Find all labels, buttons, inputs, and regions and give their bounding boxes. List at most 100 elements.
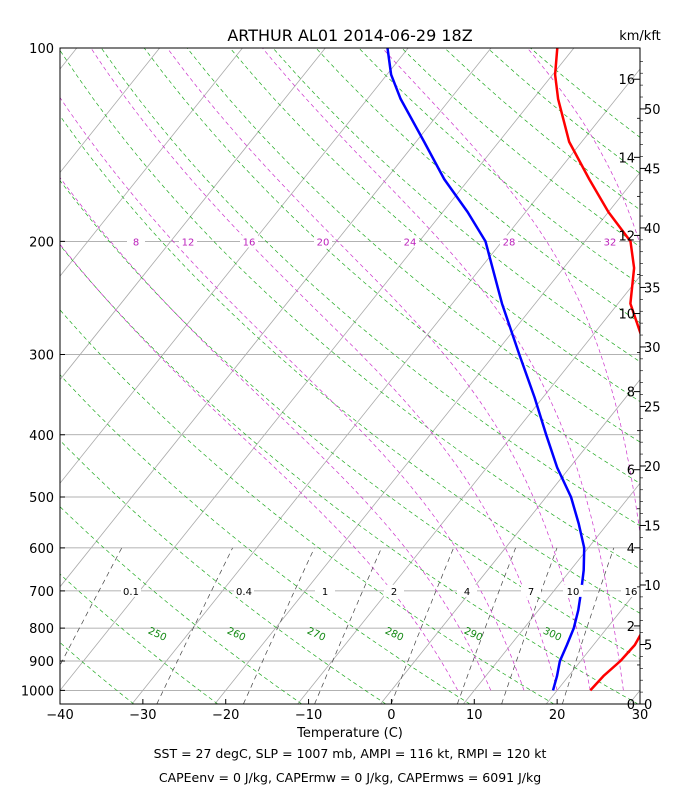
km-tick-label: 4 (627, 542, 635, 557)
pressure-tick-label: 900 (29, 655, 54, 670)
moist-adiabat-line (60, 177, 492, 691)
isotherm-line (60, 48, 160, 174)
dry-adiabat-line (60, 374, 471, 704)
moist-adiabat-line (262, 48, 624, 691)
label-bg (314, 235, 332, 248)
label-bg (121, 584, 141, 597)
moist-adiabat-line (60, 96, 525, 691)
background-lines (0, 48, 640, 704)
kft-tick-label: 40 (644, 222, 661, 237)
moist-adiabat-label: 8 (133, 237, 139, 248)
summary-line-2: CAPEenv = 0 J/kg, CAPErmw = 0 J/kg, CAPE… (158, 770, 542, 785)
moist-adiabat-label: 16 (243, 237, 256, 248)
mixing-ratio-line (243, 547, 315, 704)
dry-adiabat-line (60, 244, 639, 704)
dry-adiabat-line (60, 642, 135, 704)
mixing-ratio-label: 1 (322, 587, 328, 598)
kft-tick-label: 50 (644, 103, 661, 118)
dry-adiabat-line (60, 506, 303, 704)
label-bg (563, 584, 583, 597)
pressure-tick-label: 100 (29, 42, 54, 57)
dry-adiabat-line (487, 48, 640, 174)
label-bg (500, 235, 518, 248)
km-tick-label: 16 (618, 73, 635, 88)
mixing-ratio-line (60, 547, 123, 666)
isotherm-line (131, 68, 640, 704)
kft-tick-label: 20 (644, 460, 661, 475)
dry-adiabat-line (101, 48, 640, 527)
moist-adiabat-label: 32 (604, 237, 617, 248)
isotherm-line (380, 379, 640, 704)
pressure-tick-label: 200 (29, 235, 54, 250)
summary-line-1: SST = 27 degC, SLP = 1007 mb, AMPI = 116… (153, 746, 547, 761)
km-tick-label: 8 (627, 386, 635, 401)
x-tick-label: 10 (466, 708, 483, 723)
chart-title: ARTHUR AL01 2014-06-29 18Z (227, 26, 472, 45)
km-tick-label: 0 (627, 698, 635, 713)
moist-adiabat-line (60, 243, 459, 691)
label-bg (601, 235, 619, 248)
mixing-ratio-label: 0.1 (123, 587, 139, 598)
isotherm-line (60, 48, 409, 484)
pressure-tick-label: 700 (29, 585, 54, 600)
dry-adiabat-line (358, 48, 640, 285)
pressure-tick-label: 600 (29, 542, 54, 557)
right-axis-label: km/kft (619, 29, 661, 44)
km-tick-label: 12 (618, 229, 635, 244)
kft-tick-label: 10 (644, 579, 661, 594)
isotherm-line (60, 48, 243, 277)
pressure-tick-label: 800 (29, 622, 54, 637)
mixing-ratio-line (156, 547, 233, 704)
pressure-tick-label: 400 (29, 429, 54, 444)
x-tick-label: −30 (129, 708, 156, 723)
mixing-ratio-line (561, 547, 615, 704)
mixing-ratio-label: 7 (528, 587, 534, 598)
isotherm-line (60, 48, 78, 70)
dry-adiabat-line (143, 48, 640, 484)
moist-adiabat-line (382, 48, 640, 536)
dry-adiabat-line (60, 49, 640, 570)
isotherm-line (463, 482, 640, 704)
plot-frame (59, 47, 641, 705)
mixing-ratio-label: 2 (391, 587, 397, 598)
label-bg (127, 235, 145, 248)
dry-adiabat-line (60, 309, 555, 704)
moist-adiabat-label: 28 (503, 237, 516, 248)
mixing-ratio-label: 0.4 (236, 587, 252, 598)
kft-tick-label: 25 (644, 400, 661, 415)
label-bg (234, 584, 254, 597)
moist-adiabat-label: 24 (404, 237, 417, 248)
mixing-ratio-line (314, 547, 382, 704)
km-tick-label: 14 (618, 151, 635, 166)
isotherm-line (214, 171, 640, 704)
km-tick-label: 2 (627, 620, 635, 635)
x-tick-label: 0 (387, 708, 395, 723)
kft-tick-label: 0 (644, 698, 652, 713)
kft-tick-label: 5 (644, 638, 652, 653)
pressure-tick-label: 1000 (21, 684, 54, 699)
dry-adiabat-line (315, 48, 640, 324)
kft-tick-label: 35 (644, 281, 661, 296)
mixing-ratio-line (457, 547, 516, 704)
mixing-ratio-line (501, 547, 558, 704)
km-tick-label: 6 (627, 464, 635, 479)
isotherm-line (60, 48, 575, 692)
dry-adiabat-line (0, 48, 50, 704)
isotherm-line (545, 586, 640, 704)
dry-adiabat-line (272, 48, 640, 363)
kft-tick-label: 45 (644, 162, 661, 177)
dry-adiabat-line (60, 439, 386, 704)
isotherm-line (60, 48, 326, 381)
mixing-ratio-line (390, 547, 454, 704)
x-tick-label: 30 (632, 708, 649, 723)
label-bg (521, 584, 541, 597)
dry-adiabat-line (186, 48, 640, 443)
dewpoint-profile-line (386, 48, 586, 691)
kft-tick-label: 15 (644, 519, 661, 534)
dry-adiabat-line (60, 115, 640, 614)
dry-adiabat-line (60, 573, 219, 704)
x-tick-label: −40 (46, 708, 73, 723)
x-tick-label: −20 (212, 708, 239, 723)
x-tick-label: 20 (549, 708, 566, 723)
